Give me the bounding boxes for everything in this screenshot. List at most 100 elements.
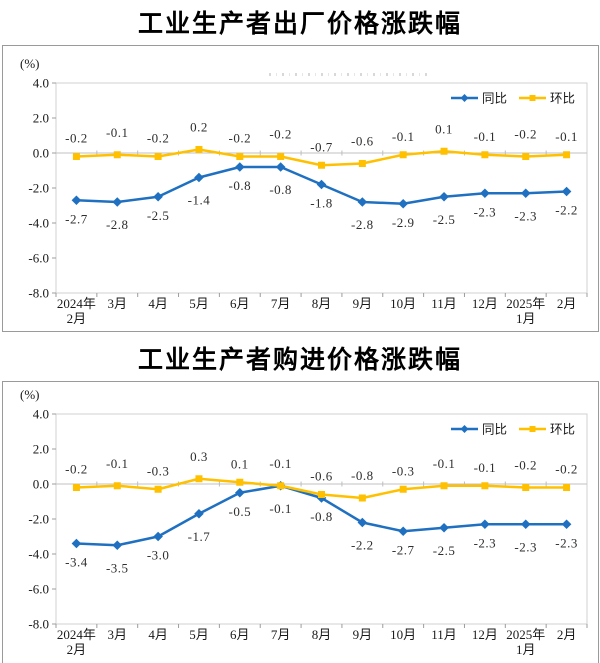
mom-data-label: -0.2	[514, 458, 537, 473]
yoy-marker	[153, 191, 163, 202]
x-tick-label: 12月	[472, 296, 498, 311]
ppi-purchase-chart-title: 工业生产者购进价格涨跌幅	[137, 346, 462, 374]
yoy-marker	[275, 162, 286, 172]
x-tick-label: 10月	[390, 296, 416, 311]
yoy-marker	[439, 191, 449, 202]
legend-yoy-marker	[460, 425, 469, 433]
y-tick-label: 4.0	[33, 76, 49, 91]
mom-marker	[399, 485, 407, 493]
mom-marker	[72, 153, 80, 160]
yoy-marker	[561, 186, 572, 197]
y-tick-label: -6.0	[28, 582, 49, 597]
mom-marker	[236, 478, 244, 486]
yoy-data-label: -2.5	[433, 212, 456, 227]
mom-marker	[440, 482, 448, 490]
mom-data-label: -0.3	[147, 463, 170, 478]
mom-marker	[72, 484, 80, 491]
y-tick-label: -4.0	[28, 216, 49, 231]
x-tick-label: 7月	[271, 296, 291, 311]
mom-data-label: 0.2	[190, 120, 208, 135]
mom-marker	[318, 491, 325, 498]
mom-data-label: -0.1	[433, 456, 456, 471]
y-tick-label: 0.0	[33, 146, 49, 161]
yoy-data-label: -2.8	[106, 217, 129, 232]
legend-mom-marker	[529, 426, 536, 432]
y-tick-label: -4.0	[28, 547, 49, 562]
yoy-data-label: -2.3	[514, 208, 537, 223]
y-axis-unit-label: (%)	[20, 56, 40, 71]
x-tick-label: 3月	[108, 296, 128, 311]
x-tick-label: 2024年 2月	[57, 296, 96, 326]
mom-marker	[277, 482, 285, 490]
yoy-data-label: -0.8	[310, 509, 333, 524]
legend-mom-label: 环比	[550, 423, 575, 437]
mom-data-label: -0.1	[474, 129, 497, 144]
yoy-data-label: -2.7	[65, 211, 88, 226]
mom-data-label: -0.1	[106, 125, 129, 140]
mom-data-label: -0.2	[65, 462, 88, 477]
x-tick-label: 4月	[148, 296, 168, 311]
y-tick-label: -6.0	[28, 251, 49, 266]
yoy-data-label: -0.5	[229, 504, 252, 519]
yoy-marker	[112, 540, 123, 551]
mom-data-label: -0.2	[65, 131, 88, 146]
mom-data-label: 0.1	[435, 121, 453, 136]
yoy-marker	[480, 519, 490, 530]
mom-marker	[154, 485, 162, 493]
mom-marker	[522, 153, 530, 160]
y-axis-unit-label: (%)	[20, 387, 40, 402]
mom-data-label: -0.2	[269, 127, 292, 142]
legend-mom-label: 环比	[550, 92, 575, 106]
yoy-marker	[439, 522, 449, 533]
yoy-data-label: -0.1	[269, 501, 292, 516]
mom-data-label: -0.6	[310, 469, 333, 484]
mom-marker	[358, 494, 366, 502]
yoy-marker	[234, 487, 245, 498]
yoy-data-label: -2.2	[351, 538, 374, 553]
y-tick-label: 2.0	[33, 442, 49, 457]
y-tick-label: 4.0	[33, 407, 49, 422]
x-tick-label: 5月	[189, 627, 209, 642]
yoy-marker	[234, 162, 245, 172]
yoy-data-label: -2.5	[147, 208, 170, 223]
mom-marker	[522, 484, 530, 491]
yoy-data-label: -3.0	[147, 548, 170, 563]
yoy-data-label: -0.8	[229, 178, 252, 193]
mom-data-label: 0.1	[231, 456, 249, 471]
mom-marker	[195, 146, 203, 153]
yoy-data-label: -2.3	[555, 535, 578, 550]
y-tick-label: -8.0	[28, 617, 49, 632]
mom-marker	[236, 153, 244, 160]
mom-data-label: -0.1	[392, 129, 415, 144]
y-tick-label: -2.0	[28, 181, 49, 196]
x-tick-label: 8月	[312, 296, 332, 311]
yoy-data-label: -1.4	[188, 193, 211, 208]
mom-data-label: -0.1	[269, 456, 292, 471]
mom-data-label: -0.2	[514, 127, 537, 142]
mom-data-label: 0.3	[190, 449, 208, 464]
yoy-marker	[520, 188, 531, 199]
yoy-marker	[194, 508, 204, 519]
yoy-data-label: -2.3	[474, 204, 497, 219]
watermark	[269, 73, 431, 76]
x-tick-label: 11月	[431, 296, 457, 311]
ppi-output-chart-canvas: 4.0 2.0 0.0 -2.0 -4.0 -6.0 -8.0 (%) 2024年 2月 3月 4月 5…	[20, 56, 588, 326]
mom-marker	[154, 153, 162, 160]
yoy-data-label: -2.2	[555, 203, 578, 218]
mom-marker	[113, 151, 121, 159]
ppi-output-chart: 4.0 2.0 0.0 -2.0 -4.0 -6.0 -8.0 (%) 2024年 2月 3月 4月 5…	[2, 45, 599, 332]
mom-marker	[481, 151, 489, 159]
yoy-marker	[194, 172, 204, 183]
x-tick-label: 8月	[312, 627, 332, 642]
y-tick-label: -2.0	[28, 512, 49, 527]
x-tick-label: 6月	[230, 296, 250, 311]
mom-marker	[195, 475, 203, 483]
x-tick-label: 2月	[557, 627, 577, 642]
mom-marker	[440, 147, 448, 155]
yoy-marker	[71, 538, 82, 549]
yoy-marker	[480, 188, 490, 199]
mom-data-label: -0.1	[555, 129, 578, 144]
mom-data-label: -0.1	[474, 460, 497, 475]
y-tick-label: 0.0	[33, 477, 49, 492]
